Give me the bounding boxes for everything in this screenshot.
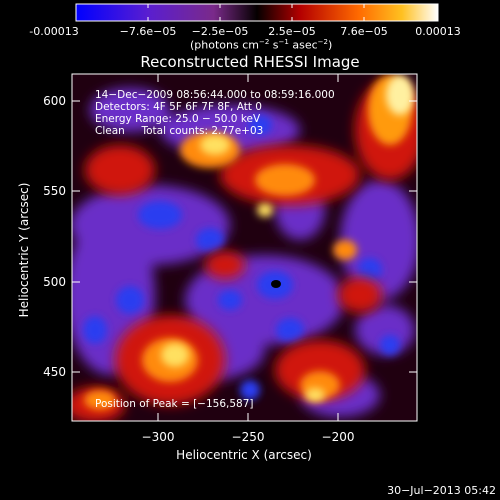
colorbar-tick-label: −7.6e−05 [119, 25, 177, 38]
colorbar-units: (photons cm−2 s−1 asec−2) [190, 38, 333, 52]
y-tick-label: 550 [43, 184, 66, 198]
x-tick-label: −200 [321, 430, 355, 444]
y-tick-label: 600 [43, 94, 66, 108]
axis-ticks [72, 74, 417, 421]
colorbar-tick-label: 7.6e−05 [340, 25, 388, 38]
energy-range-text: Energy Range: 25.0 − 50.0 keV [95, 113, 261, 125]
colorbar-tick-label: −2.5e−05 [191, 25, 249, 38]
footer-timestamp: 30−Jul−2013 05:42 [387, 484, 496, 497]
colorbar-tick-label: -0.00013 [29, 25, 79, 38]
time-range-text: 14−Dec−2009 08:56:44.000 to 08:59:16.000 [95, 89, 335, 101]
dark-core [271, 280, 281, 288]
colorbar-tick-label: 2.5e−05 [268, 25, 316, 38]
plot-title: Reconstructed RHESSI Image [140, 53, 360, 71]
yellow-regions [161, 75, 414, 402]
colorbar-tick-label: 0.00013 [415, 25, 461, 38]
clean-counts-text: Clean Total counts: 2.77e+03 [95, 125, 264, 137]
colorbar [75, 3, 439, 22]
x-tick-label: −300 [141, 430, 175, 444]
x-tick-label: −250 [231, 430, 265, 444]
plot-frame [71, 73, 418, 422]
y-axis-label: Heliocentric Y (arcsec) [17, 182, 31, 318]
y-tick-label: 500 [43, 275, 66, 289]
y-tick-label: 450 [43, 365, 66, 379]
peak-position-text: Position of Peak = [−156,587] [95, 398, 254, 410]
x-axis-label: Heliocentric X (arcsec) [176, 448, 312, 462]
colorbar-gradient [75, 3, 439, 22]
detectors-text: Detectors: 4F 5F 6F 7F 8F, Att 0 [95, 101, 262, 113]
